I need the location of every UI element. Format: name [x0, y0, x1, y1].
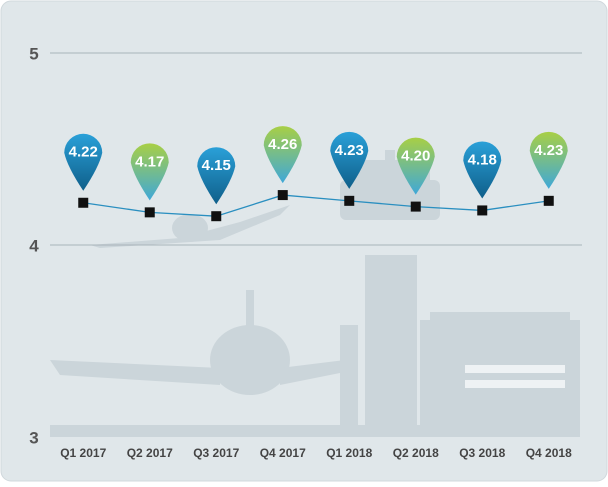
pin: 4.22 [64, 133, 103, 191]
pin: 4.15 [197, 147, 236, 205]
pin-shape [463, 141, 502, 199]
pin-shape [529, 131, 568, 189]
pin-shape [330, 131, 369, 189]
pin-shape [197, 147, 236, 205]
pin: 4.23 [330, 131, 369, 189]
data-label: 4.18 [468, 151, 497, 168]
data-label: 4.23 [534, 142, 563, 159]
pin-shape [64, 133, 103, 191]
x-tick-label: Q3 2018 [459, 446, 505, 460]
data-point [211, 211, 222, 222]
pin-shape [130, 143, 169, 201]
y-tick-label: 3 [29, 428, 38, 447]
data-line [83, 194, 549, 217]
data-point [477, 205, 488, 216]
window-rows [465, 365, 565, 388]
data-label: 4.20 [401, 148, 430, 165]
data-label: 4.17 [135, 153, 164, 170]
data-label: 4.26 [268, 136, 297, 153]
pin-shape [263, 126, 302, 184]
data-point [344, 195, 355, 206]
pin: 4.20 [396, 137, 435, 195]
x-tick-label: Q4 2018 [526, 446, 572, 460]
data-label: 4.22 [69, 144, 98, 161]
data-label: 4.15 [202, 157, 231, 174]
y-tick-label: 4 [29, 236, 39, 255]
data-point [144, 207, 155, 218]
y-tick-label: 5 [29, 44, 38, 63]
pin-shape [396, 137, 435, 195]
data-point [277, 190, 288, 201]
x-tick-label: Q4 2017 [260, 446, 306, 460]
data-point [78, 197, 89, 208]
data-point [410, 201, 421, 212]
pin: 4.17 [130, 143, 169, 201]
x-tick-label: Q1 2018 [326, 446, 372, 460]
x-tick-label: Q2 2018 [393, 446, 439, 460]
pin: 4.23 [529, 131, 568, 189]
x-tick-label: Q2 2017 [127, 446, 173, 460]
x-tick-label: Q1 2017 [60, 446, 106, 460]
x-tick-label: Q3 2017 [193, 446, 239, 460]
pin: 4.26 [263, 126, 302, 184]
data-point [543, 195, 554, 206]
background-silhouette [50, 150, 580, 437]
data-label: 4.23 [335, 142, 364, 159]
pin: 4.18 [463, 141, 502, 199]
